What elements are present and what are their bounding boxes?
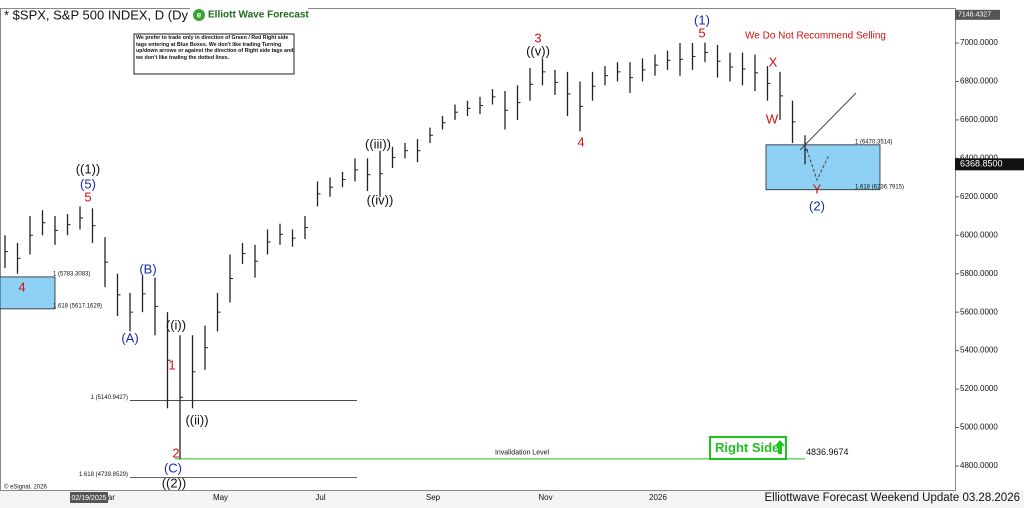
invalidation-value: 4836.9674 [806,447,849,457]
wave-label: 2 [172,445,179,460]
date-marker: 02/19/2025 [71,495,106,502]
fib-level-label: 1.618 (4739.8529) [79,472,128,478]
y-tick-label: 6200.0000 [960,192,998,201]
y-tick-label: 5600.0000 [960,307,998,316]
y-tick-label: 5400.0000 [960,346,998,355]
wave-label: 1 [168,357,175,372]
zone-bottom-label: 1.618 (6236.7915) [855,184,904,190]
x-tick-label: Sep [426,493,441,502]
wave-label: 4 [18,279,25,294]
wave-label: ((i)) [166,317,186,332]
y-tick-label: 4800.0000 [960,461,998,470]
invalidation-label: Invalidation Level [495,450,550,457]
x-tick-label: Mar [101,493,115,502]
wave-label: (5) [80,176,96,191]
wave-label: ((v)) [526,43,550,58]
note-container: We prefer to trade only in direction of … [136,35,294,61]
projection-dotted [806,149,830,182]
zone-top-label: 1 (5783.3083) [53,271,90,277]
wave-label: ((ii)) [185,412,208,427]
note-text: We prefer to trade only in direction of … [136,35,294,61]
wave-label: ((iii)) [365,136,391,151]
wave-label: (1) [694,12,710,27]
x-tick-label: May [213,493,228,502]
price-tag-label: 6368.8500 [960,159,1003,169]
zone-bottom-label: 1.618 (5617.1629) [53,303,102,309]
fib-level-label: 1 (5140.9427) [91,395,128,401]
wave-label: (2) [809,198,825,213]
x-axis-strip [0,491,1024,508]
note-box [133,33,295,75]
y-tick-label: 6000.0000 [960,230,998,239]
logo-mark: e [197,11,202,20]
wave-label: ((2)) [162,475,187,490]
warning-text: We Do Not Recommend Selling [745,31,886,42]
fib-zone [0,276,56,310]
y-tick-label: 6400.0000 [960,153,998,162]
date-marker-box [70,492,108,503]
wave-label: X [769,54,778,69]
wave-label: 4 [577,134,584,149]
copyright: © eSignal, 2026 [4,484,47,491]
x-tick-label: Nov [538,493,552,502]
y-tick-label: 5800.0000 [960,269,998,278]
projection-line [799,92,857,151]
chart-title: * $SPX, S&P 500 INDEX, D (Dy [4,7,188,22]
zone-top-label: 1 (6470.3514) [855,139,892,145]
footer: Elliottwave Forecast Weekend Update 03.2… [765,492,1021,504]
x-tick-label: Jul [315,493,325,502]
wave-label: 5 [698,25,705,40]
wave-label: (B) [139,261,156,276]
y-tick-label: 5200.0000 [960,384,998,393]
wave-label: 3 [534,30,541,45]
right-side-box [709,436,787,460]
wave-label: (C) [164,460,182,475]
wave-label: W [766,111,779,126]
x-tick-label: 2026 [649,493,667,502]
y-tick-label: 6800.0000 [960,77,998,86]
wave-label: ((1)) [76,161,101,176]
price-tag [955,158,1024,171]
wave-label: (A) [121,330,138,345]
right-side-arrow [775,440,785,454]
wave-label: ((iv)) [367,192,394,207]
logo-text: Elliott Wave Forecast [208,10,309,21]
y-tick-label: 7000.0000 [960,38,998,47]
top-price-label: 7146.4327 [958,12,991,19]
logo-box [190,7,308,23]
logo-icon [193,9,205,21]
top-price-tag [955,9,1000,20]
y-tick-label: 6600.0000 [960,115,998,124]
y-tick-label: 5000.0000 [960,423,998,432]
right-side-text: Right Side [715,440,779,455]
wave-label: Y [813,181,822,196]
wave-label: 5 [84,189,91,204]
